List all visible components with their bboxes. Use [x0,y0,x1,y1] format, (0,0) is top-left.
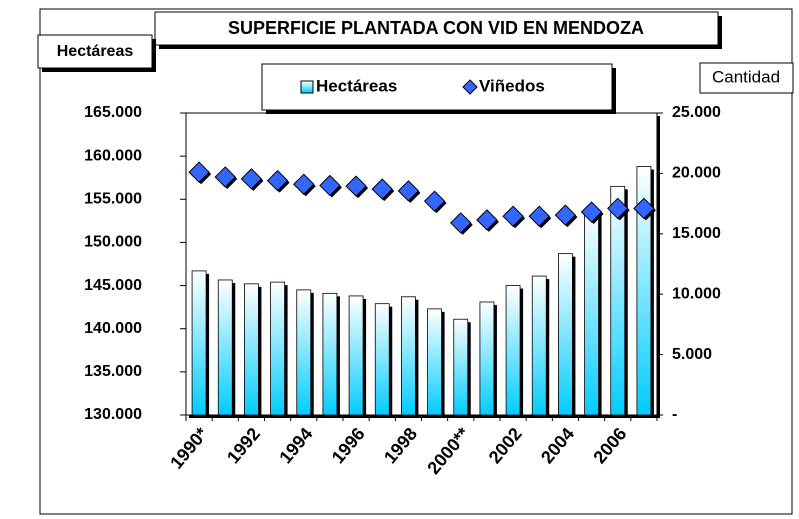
marker [580,201,603,223]
marker [554,204,577,226]
y-tick-label: 130.000 [84,406,142,423]
bar [270,281,285,416]
y2-tick-label: 10.000 [672,285,721,302]
y-tick-label: 155.000 [84,191,142,208]
y-tick-label: 135.000 [84,363,142,380]
legend-box [261,63,613,111]
chart-title: SUPERFICIE PLANTADA CON VID EN MENDOZA [228,18,644,38]
y2-tick-label: 25.000 [672,104,721,121]
bar [322,292,338,416]
marker [528,205,550,227]
y-tick-label: 165.000 [84,104,142,121]
marker [633,197,655,220]
marker [345,175,367,197]
y-tick-label: 140.000 [84,320,142,337]
bar [374,303,390,416]
y-tick-label: 145.000 [84,277,142,294]
bar [584,211,599,416]
bar [505,285,521,416]
bar [479,301,495,416]
marker [240,168,263,190]
bar [217,279,233,416]
marker [214,166,236,188]
marker [319,174,341,197]
legend-label: Viñedos [479,76,545,95]
marker [476,209,498,231]
marker [188,161,210,183]
marker [607,197,629,220]
bar [427,308,442,416]
bar [296,289,312,416]
legend-swatch [300,80,314,94]
bar [244,283,259,416]
legend-swatch [462,79,478,95]
marker [397,180,420,202]
title-box [154,11,719,46]
y2-tick-label: 15.000 [672,225,721,242]
marker [293,173,315,195]
y2-tick-label: - [672,406,677,423]
y2-tick-label: 20.000 [672,165,721,182]
y-axis-label: Hectáreas [57,43,134,60]
bar [453,318,469,416]
y-tick-label: 160.000 [84,147,142,164]
y-tick-label: 150.000 [84,234,142,251]
legend-label: Hectáreas [316,76,397,95]
bar [348,295,364,416]
bar [191,270,207,416]
bar [531,275,547,416]
marker [266,169,289,192]
bar [401,296,416,416]
y2-tick-label: 5.000 [672,346,712,363]
y-label-box [37,34,153,69]
y2-label-box [699,62,794,94]
marker [450,212,472,234]
marker [423,190,446,212]
y2-axis-label: Cantidad [712,67,780,86]
bar [636,166,652,416]
bar [558,253,573,416]
marker [502,205,524,227]
bar [610,185,626,416]
marker [371,178,393,200]
